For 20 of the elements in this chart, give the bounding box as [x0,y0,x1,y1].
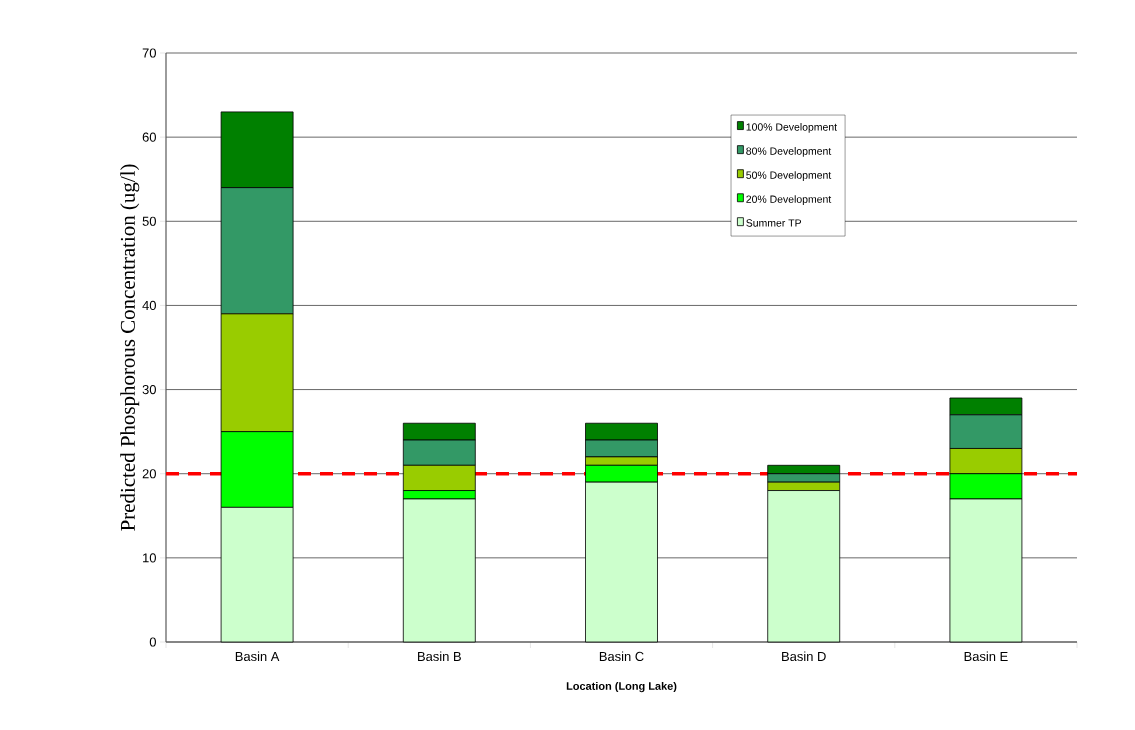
x-axis-title: Location (Long Lake) [566,681,677,693]
y-tick-label: 40 [142,300,156,311]
legend-label: 100% Development [746,123,837,133]
x-tick-label: Basin C [599,651,644,662]
y-tick-label: 70 [142,48,156,58]
x-tick-label: Basin D [782,651,826,662]
x-tick-label: Basin A [235,651,280,662]
y-axis-title: Predicted Phosphorous Concentration (ug/l) [120,164,140,531]
y-tick-label: 50 [142,216,156,226]
y-tick-label: 0 [149,637,156,647]
y-tick-label: 20 [142,469,156,479]
legend-label: Summer TP [746,219,802,227]
y-tick-label: 30 [142,384,156,395]
x-tick-label: Basin E [964,651,1008,662]
legend-label: 20% Development [746,195,832,205]
y-tick-label: 10 [143,553,156,563]
y-tick-label: 60 [142,132,156,142]
legend-label: 80% Development [746,147,832,157]
x-tick-label: Basin B [418,651,461,662]
legend-label: 50% Development [746,171,832,181]
